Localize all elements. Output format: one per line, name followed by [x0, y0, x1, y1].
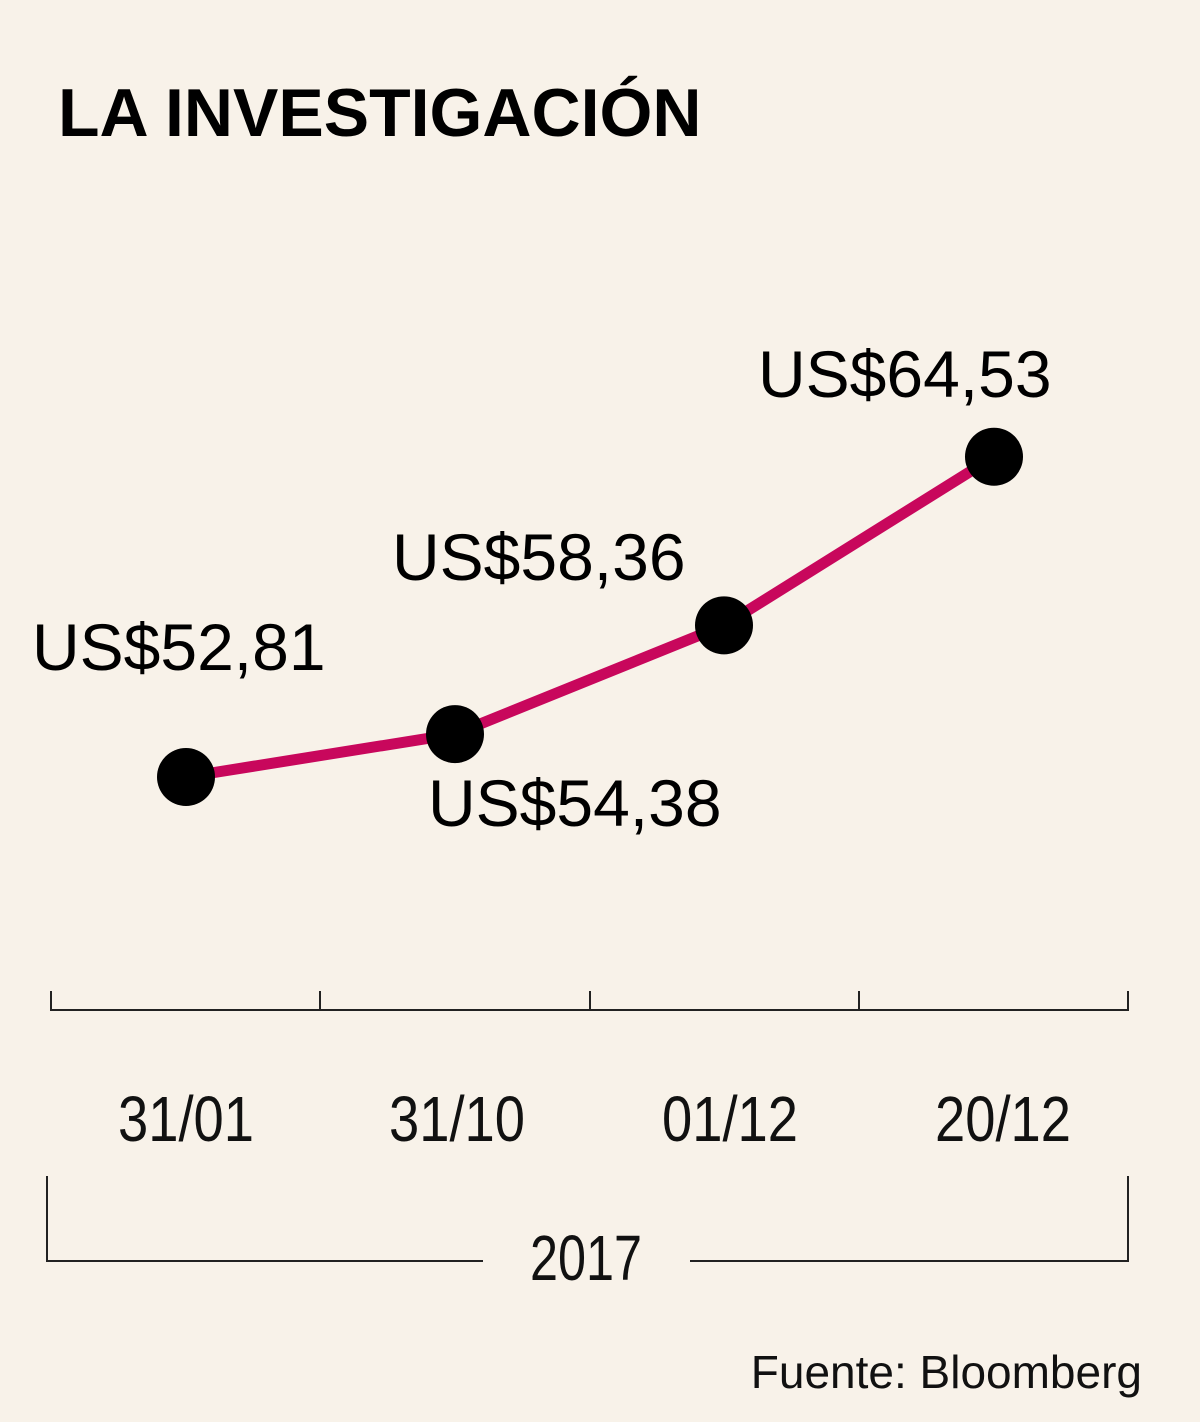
- source-note: Fuente: Bloomberg: [751, 1346, 1142, 1398]
- data-point: [695, 596, 753, 655]
- data-label: US$52,81: [32, 610, 326, 684]
- series-line: [185, 452, 997, 783]
- year-bracket: [46, 1176, 1129, 1262]
- x-tick-label: 31/01: [118, 1083, 254, 1155]
- data-label: US$64,53: [758, 337, 1052, 411]
- value-labels: US$52,81 US$54,38 US$58,36 US$64,53: [32, 337, 1052, 840]
- data-label: US$54,38: [428, 766, 722, 840]
- year-bracket-right: [690, 1176, 1129, 1262]
- x-tick-label: 01/12: [662, 1083, 798, 1155]
- year-bracket-left: [46, 1176, 483, 1262]
- data-point: [157, 748, 215, 806]
- data-point: [965, 427, 1023, 486]
- data-point: [426, 705, 484, 764]
- data-label: US$58,36: [392, 520, 686, 594]
- chart-title: LA INVESTIGACIÓN: [58, 75, 702, 151]
- year-label: 2017: [530, 1222, 642, 1294]
- x-axis: [50, 991, 1129, 1011]
- x-tick-label: 31/10: [389, 1083, 525, 1155]
- x-tick-label: 20/12: [935, 1083, 1071, 1155]
- line-series: [157, 427, 1023, 806]
- x-tick-labels: 31/01 31/10 01/12 20/12: [118, 1083, 1071, 1155]
